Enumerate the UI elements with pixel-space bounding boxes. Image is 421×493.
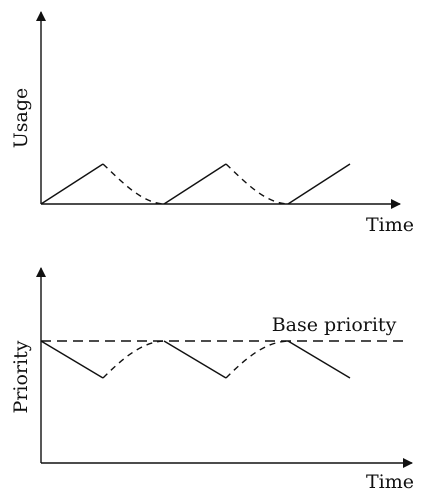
usage-y-axis-label: Usage <box>10 88 32 149</box>
base-priority-label: Base priority <box>272 314 397 336</box>
priority-fall-3 <box>287 340 351 379</box>
priority-y-axis-label: Priority <box>10 340 32 413</box>
priority-fall-1 <box>40 340 104 379</box>
priority-plot: Priority Time Base priority <box>10 267 414 493</box>
priority-recover-2 <box>225 340 289 379</box>
usage-rise-1 <box>40 163 104 205</box>
usage-decay-1 <box>102 163 165 205</box>
usage-rise-3 <box>287 163 351 205</box>
priority-x-axis-label: Time <box>366 471 414 493</box>
priority-recover-1 <box>102 340 165 379</box>
usage-decay-2 <box>225 163 289 205</box>
usage-x-axis-label: Time <box>366 214 414 236</box>
priority-fall-2 <box>163 340 227 379</box>
usage-plot: Usage Time <box>10 11 414 236</box>
usage-rise-2 <box>163 163 227 205</box>
